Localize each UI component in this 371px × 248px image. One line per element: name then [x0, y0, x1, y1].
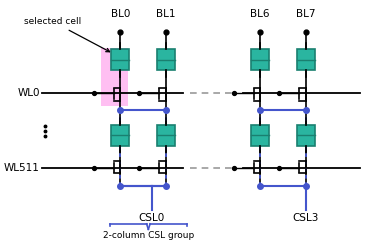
FancyBboxPatch shape [251, 124, 269, 146]
FancyBboxPatch shape [101, 48, 128, 105]
FancyBboxPatch shape [157, 49, 175, 70]
Text: 2-column CSL group: 2-column CSL group [103, 231, 194, 240]
Text: BL6: BL6 [250, 9, 270, 19]
Text: BL1: BL1 [156, 9, 175, 19]
Text: BL7: BL7 [296, 9, 315, 19]
Text: BL0: BL0 [111, 9, 130, 19]
FancyBboxPatch shape [157, 124, 175, 146]
Text: CSL0: CSL0 [139, 213, 165, 223]
Text: selected cell: selected cell [24, 17, 110, 52]
FancyBboxPatch shape [296, 124, 315, 146]
FancyBboxPatch shape [111, 49, 129, 70]
Text: WL0: WL0 [17, 88, 40, 98]
FancyBboxPatch shape [111, 124, 129, 146]
FancyBboxPatch shape [296, 49, 315, 70]
Text: WL511: WL511 [4, 163, 40, 173]
Text: CSL3: CSL3 [292, 213, 319, 223]
FancyBboxPatch shape [251, 49, 269, 70]
